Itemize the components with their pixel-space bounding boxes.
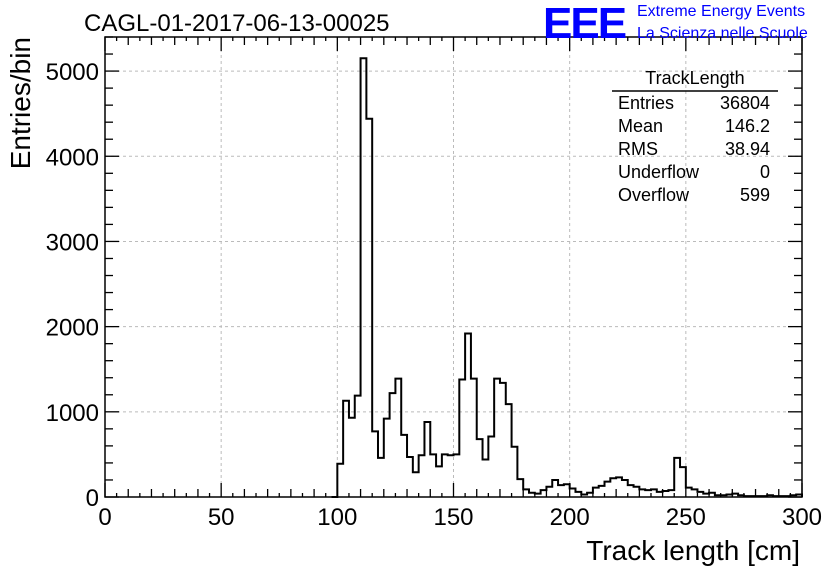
histogram-bin	[448, 455, 454, 497]
x-tick-label: 200	[550, 504, 590, 531]
y-tick-label: 4000	[46, 144, 99, 171]
y-tick-label: 0	[86, 485, 99, 512]
x-tick-label: 300	[782, 504, 822, 531]
stats-value: 38.94	[724, 139, 770, 159]
x-tick-label: 100	[317, 504, 357, 531]
x-tick-label: 50	[208, 504, 235, 531]
y-axis-label: Entries/bin	[5, 37, 36, 169]
stats-value: 0	[759, 162, 770, 182]
stats-label: Overflow	[618, 185, 690, 205]
stats-value: 36804	[719, 93, 770, 113]
eee-logo: EEE	[543, 0, 627, 48]
stats-value: 599	[739, 185, 770, 205]
stats-label: Mean	[618, 116, 664, 136]
histogram-bin	[413, 472, 419, 497]
y-tick-label: 1000	[46, 400, 99, 427]
plot-frame	[104, 36, 803, 498]
stats-value: 146.2	[724, 116, 770, 136]
y-tick-label: 5000	[46, 59, 99, 86]
x-tick-label: 250	[666, 504, 706, 531]
histogram-bin	[349, 418, 355, 497]
y-tick-label: 2000	[46, 315, 99, 342]
x-tick-label: 0	[98, 504, 111, 531]
y-tick-label: 3000	[46, 229, 99, 256]
axis-ticks	[104, 36, 803, 498]
stats-label: Underflow	[618, 162, 700, 182]
logo-subtitle-2: La Scienza nelle Scuole	[637, 25, 808, 42]
logo-subtitle-1: Extreme Energy Events	[637, 3, 806, 20]
stats-label: RMS	[618, 139, 658, 159]
histogram-bin	[558, 485, 564, 497]
grid-lines	[105, 37, 802, 497]
histogram-bin	[378, 458, 384, 497]
x-axis-label: Track length [cm]	[586, 535, 800, 566]
histogram-bin	[483, 460, 489, 497]
x-tick-label: 150	[433, 504, 473, 531]
histogram-bin	[436, 466, 442, 497]
stats-label: Entries	[618, 93, 675, 113]
run-title: CAGL-01-2017-06-13-00025	[84, 10, 390, 37]
histogram-bin	[645, 490, 651, 497]
stats-title: TrackLength	[645, 68, 745, 88]
histogram-bin	[454, 454, 460, 497]
